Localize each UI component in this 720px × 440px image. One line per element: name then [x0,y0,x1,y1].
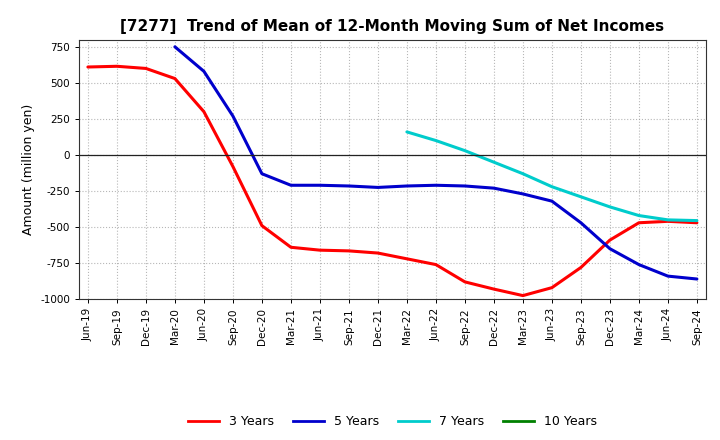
5 Years [693,276,701,282]
3 Years [258,223,266,228]
3 Years [693,220,701,225]
5 Years [228,114,237,119]
3 Years [345,248,354,253]
Y-axis label: Amount (million yen): Amount (million yen) [22,104,35,235]
5 Years [287,183,295,188]
5 Years [461,183,469,189]
5 Years [199,69,208,74]
Line: 3 Years: 3 Years [88,66,697,296]
Legend: 3 Years, 5 Years, 7 Years, 10 Years: 3 Years, 5 Years, 7 Years, 10 Years [188,415,597,428]
Title: [7277]  Trend of Mean of 12-Month Moving Sum of Net Incomes: [7277] Trend of Mean of 12-Month Moving … [120,19,665,34]
5 Years [431,183,440,188]
3 Years [577,265,585,270]
3 Years [199,109,208,114]
3 Years [171,76,179,81]
3 Years [461,279,469,285]
3 Years [606,238,614,243]
3 Years [518,293,527,298]
3 Years [490,286,498,292]
5 Years [548,198,557,204]
Line: 7 Years: 7 Years [407,132,697,220]
5 Years [606,246,614,251]
5 Years [258,171,266,176]
5 Years [518,191,527,197]
3 Years [84,64,92,70]
3 Years [634,220,643,225]
5 Years [315,183,324,188]
3 Years [228,164,237,169]
7 Years [402,129,411,135]
3 Years [112,64,121,69]
5 Years [577,220,585,225]
7 Years [693,218,701,223]
5 Years [171,44,179,49]
3 Years [315,248,324,253]
5 Years [634,262,643,267]
7 Years [518,171,527,176]
3 Years [374,250,382,256]
7 Years [431,138,440,143]
7 Years [577,194,585,199]
7 Years [461,148,469,153]
Line: 5 Years: 5 Years [175,47,697,279]
3 Years [548,285,557,290]
3 Years [287,245,295,250]
7 Years [664,217,672,223]
3 Years [431,262,440,267]
7 Years [634,213,643,218]
3 Years [142,66,150,71]
7 Years [490,160,498,165]
3 Years [664,219,672,224]
5 Years [490,186,498,191]
7 Years [548,184,557,189]
5 Years [402,183,411,189]
5 Years [374,185,382,190]
5 Years [664,274,672,279]
7 Years [606,204,614,209]
3 Years [402,256,411,261]
5 Years [345,183,354,189]
